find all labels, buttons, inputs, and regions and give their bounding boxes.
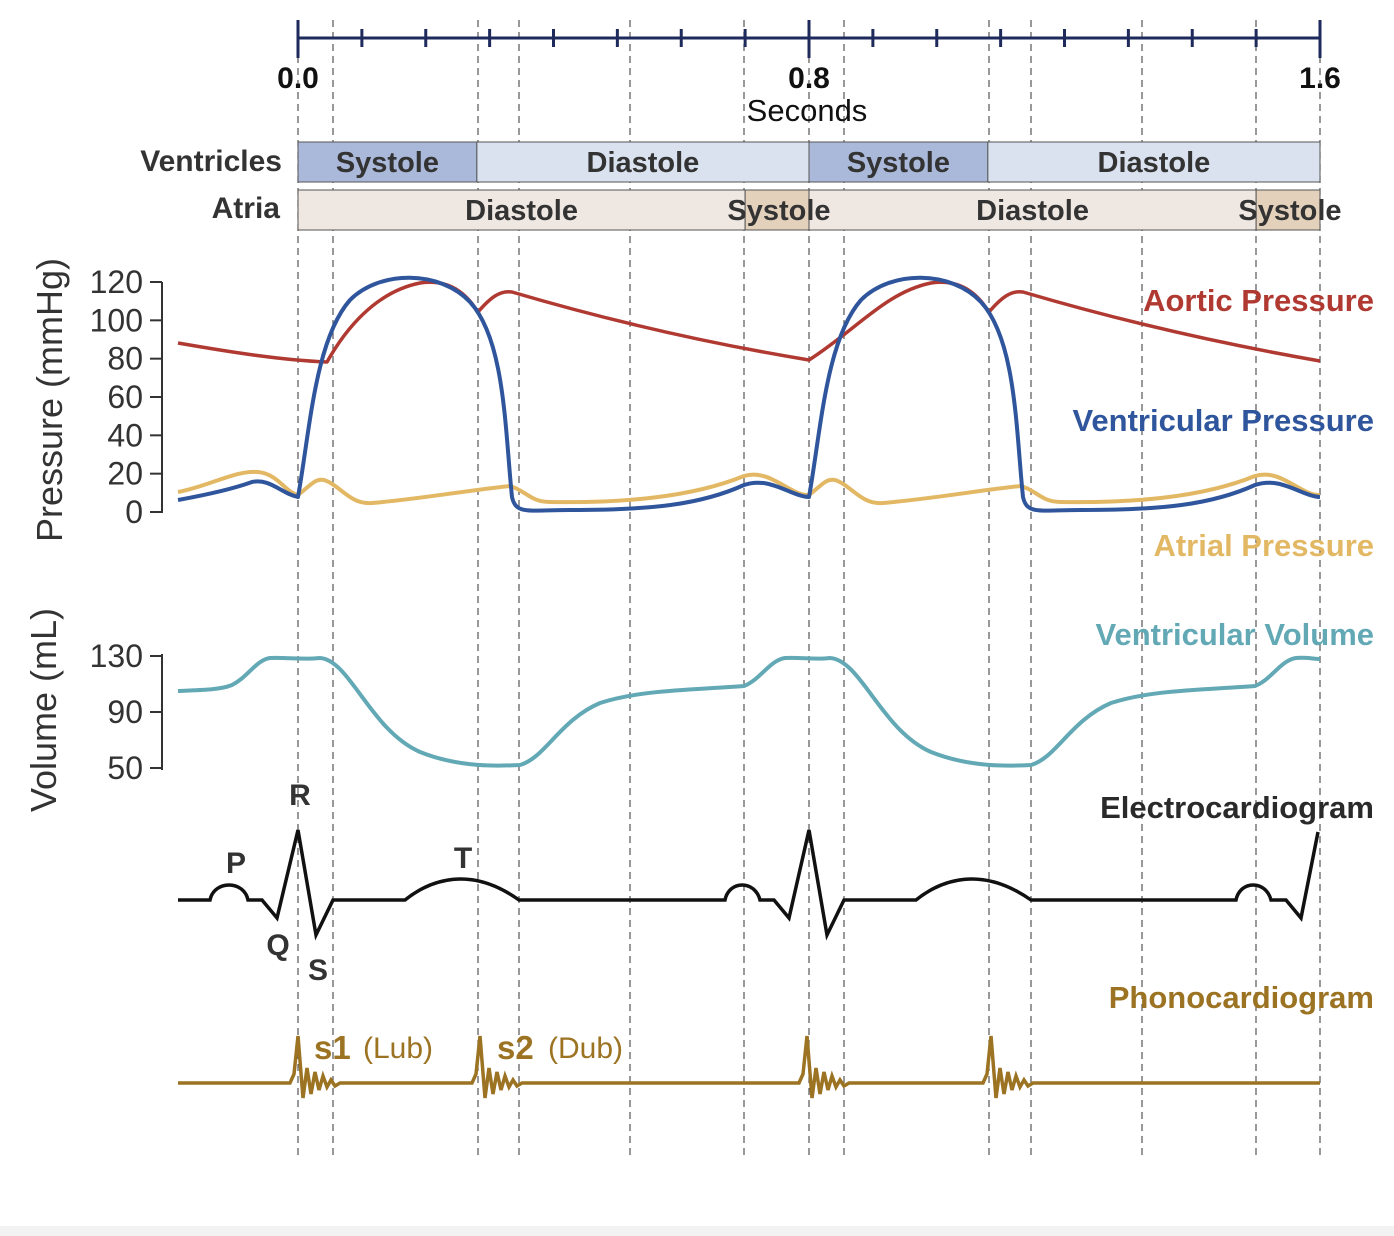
volume-axis: 130 90 50 Volume (mL) (23, 608, 163, 812)
pressure-axis-label: Pressure (mmHg) (29, 258, 70, 542)
ecg-label: Electrocardiogram (1100, 790, 1374, 825)
atria-diastole-label: Diastole (976, 195, 1089, 227)
atrial-pressure-trace (177, 469, 1321, 506)
ventricle-systole-label: Systole (847, 147, 950, 179)
ventricle-diastole-segment (476, 141, 810, 183)
ventricle-diastole-segment (987, 141, 1321, 183)
event-guide-lines (297, 20, 1321, 1158)
pressure-tick-label: 0 (125, 494, 143, 530)
volume-tick-label: 130 (90, 638, 143, 674)
aortic-pressure-trace (177, 280, 1321, 364)
pressure-tick-label: 40 (107, 417, 143, 453)
s2-sound-label: s2 (497, 1029, 534, 1066)
ventricular-pressure-trace (177, 275, 1321, 513)
volume-axis-ticks: 130 90 50 (90, 638, 162, 786)
phonocardiogram-trace (178, 1035, 1320, 1099)
pressure-tick-label: 120 (90, 264, 143, 300)
atria-systole-label: Systole (1238, 195, 1341, 227)
aortic-pressure-label: Aortic Pressure (1143, 283, 1374, 318)
time-tick-label-end: 1.6 (1299, 62, 1341, 95)
ecg-q-wave-label: Q (266, 929, 289, 962)
atrial-pressure-label: Atrial Pressure (1153, 528, 1374, 563)
s2-sound-note: (Dub) (548, 1032, 623, 1065)
atria-diastole-label: Diastole (465, 195, 578, 227)
ventricle-systole-segment (297, 141, 478, 183)
ecg-s-wave-label: S (308, 954, 328, 987)
atria-systole-segment (744, 189, 810, 231)
ventricles-row-label: Ventricles (140, 145, 282, 178)
ecg-t-wave-label: T (454, 842, 472, 875)
ventricular-volume-label: Ventricular Volume (1095, 617, 1374, 652)
atria-systole-segment (1255, 189, 1321, 231)
time-axis-unit-label: Seconds (747, 93, 868, 128)
phonocardiogram-label: Phonocardiogram (1109, 980, 1374, 1015)
page-bottom-edge (0, 1226, 1394, 1236)
volume-tick-label: 90 (107, 694, 143, 730)
ventricle-diastole-label: Diastole (587, 147, 700, 179)
time-axis-ticks (296, 20, 1322, 58)
atria-row-label: Atria (212, 192, 281, 225)
pressure-tick-label: 60 (107, 379, 143, 415)
ventricle-systole-label: Systole (336, 147, 439, 179)
ventricle-phase-bar: Systole Diastole Systole Diastole (297, 141, 1321, 183)
ventricular-volume-trace (177, 655, 1321, 768)
volume-tick-label: 50 (107, 750, 143, 786)
ecg-p-wave-label: P (226, 847, 246, 880)
pressure-tick-label: 20 (107, 456, 143, 492)
s1-sound-label: s1 (314, 1029, 351, 1066)
time-axis: 0.0 0.8 1.6 Seconds (277, 20, 1341, 128)
ventricular-pressure-label: Ventricular Pressure (1072, 403, 1374, 438)
pressure-tick-label: 80 (107, 341, 143, 377)
s1-sound-note: (Lub) (363, 1032, 433, 1065)
atria-systole-label: Systole (727, 195, 830, 227)
atria-diastole-segment (297, 189, 746, 231)
pressure-tick-label: 100 (90, 302, 143, 338)
ventricle-diastole-label: Diastole (1098, 147, 1211, 179)
ecg-trace (178, 829, 1320, 941)
time-tick-label-start: 0.0 (277, 62, 319, 95)
ecg-r-wave-label: R (289, 779, 311, 812)
volume-axis-label: Volume (mL) (23, 608, 64, 812)
time-tick-label-mid: 0.8 (788, 62, 830, 95)
atria-phase-bar: Diastole Systole Diastole Systole (297, 189, 1342, 231)
